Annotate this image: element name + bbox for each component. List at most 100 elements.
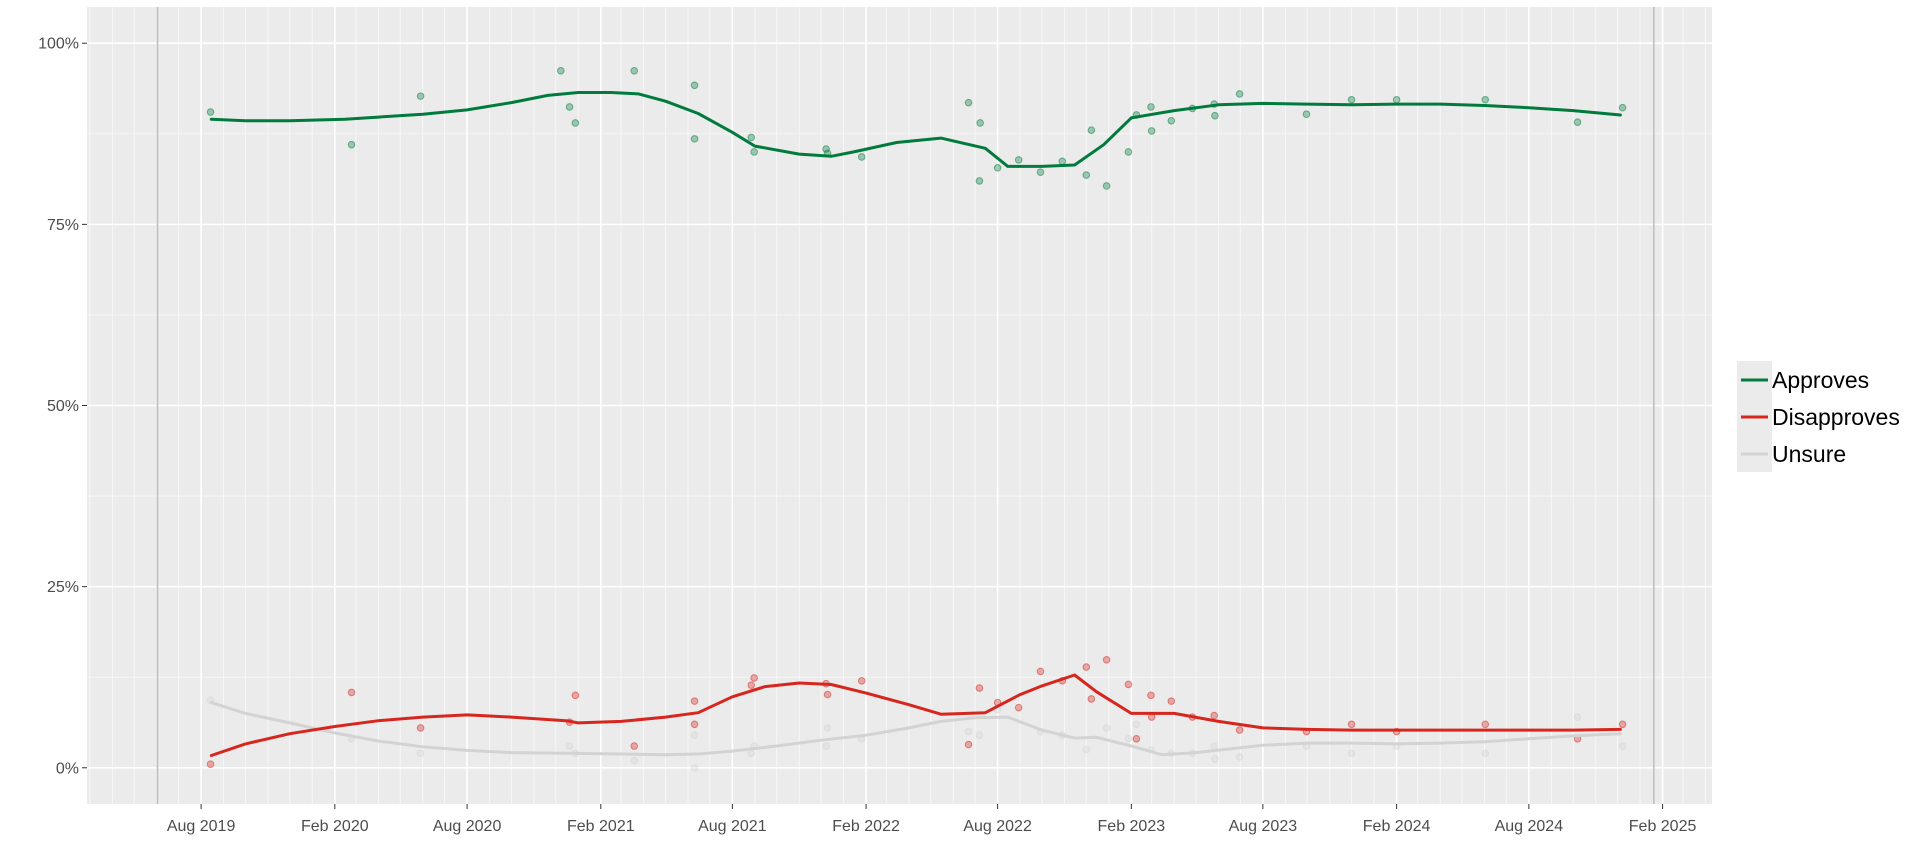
approves-point xyxy=(1347,95,1356,104)
approves-point xyxy=(1124,148,1133,156)
disapproves-point xyxy=(975,684,984,692)
unsure-point xyxy=(1102,724,1111,732)
approves-point xyxy=(1147,103,1155,111)
approves-point xyxy=(976,119,984,127)
legend-label-disapproves: Disapproves xyxy=(1772,404,1900,430)
disapproves-point xyxy=(1102,656,1111,664)
approves-point xyxy=(975,177,984,185)
approves-point xyxy=(347,140,356,149)
approves-point xyxy=(1147,127,1156,135)
approves-point xyxy=(822,145,830,153)
unsure-point xyxy=(1347,749,1356,758)
major-gridlines xyxy=(87,7,1712,804)
unsure-point xyxy=(565,742,574,750)
series-lines xyxy=(209,91,1622,757)
y-tick-label: 75% xyxy=(47,217,79,234)
unsure-point xyxy=(975,731,984,739)
approves-point xyxy=(1058,157,1067,166)
disapproves-point xyxy=(1210,711,1218,720)
disapproves-point xyxy=(1036,667,1045,676)
unsure-point xyxy=(690,731,699,739)
legend-label-unsure: Unsure xyxy=(1772,441,1846,467)
approves-point xyxy=(416,92,425,100)
approves-point xyxy=(1087,126,1096,134)
approves-point xyxy=(565,103,574,111)
y-tick-label: 0% xyxy=(56,760,79,777)
x-tick-label: Feb 2023 xyxy=(1098,818,1166,835)
x-tick-label: Feb 2025 xyxy=(1629,818,1697,835)
approves-point xyxy=(1235,90,1244,98)
unsure-point xyxy=(1210,742,1218,750)
x-tick-label: Aug 2023 xyxy=(1229,818,1298,835)
disapproves-point xyxy=(1481,720,1490,729)
approves-point xyxy=(1211,111,1219,120)
disapproves-point xyxy=(690,720,699,729)
x-tick-label: Aug 2022 xyxy=(963,818,1032,835)
x-tick-label: Feb 2021 xyxy=(567,818,635,835)
disapproves-point xyxy=(690,697,699,705)
legend-label-approves: Approves xyxy=(1772,367,1869,393)
disapproves-point xyxy=(1167,697,1176,705)
approves-point xyxy=(1102,182,1111,190)
disapproves-point xyxy=(571,691,580,700)
unsure-point xyxy=(1082,745,1091,754)
unsure-point xyxy=(1124,734,1133,743)
y-tick-label: 100% xyxy=(38,36,79,53)
approves-point xyxy=(1036,168,1045,176)
disapproves-point xyxy=(1618,720,1627,729)
approves-point xyxy=(1014,156,1023,164)
legend: Approves Disapproves Unsure xyxy=(1737,361,1900,472)
approves-point xyxy=(1618,103,1627,112)
disapproves-point xyxy=(964,740,973,749)
disapproves-point xyxy=(1132,734,1141,743)
disapproves-point xyxy=(1124,680,1133,689)
x-tick-label: Feb 2022 xyxy=(832,818,900,835)
unsure-point xyxy=(1573,713,1582,721)
unsure-point xyxy=(964,727,973,736)
x-tick-label: Aug 2024 xyxy=(1495,818,1564,835)
approves-point xyxy=(1573,118,1582,127)
approves-point xyxy=(750,148,758,156)
unsure-point xyxy=(1481,749,1490,758)
unsure-point xyxy=(1618,742,1627,750)
unsure-point xyxy=(823,724,832,732)
disapproves-point xyxy=(347,688,356,697)
approves-point xyxy=(1302,110,1311,119)
disapproves-point xyxy=(1347,720,1356,729)
x-tick-label: Feb 2020 xyxy=(301,818,369,835)
approves-point xyxy=(1082,171,1091,179)
approves-point xyxy=(630,66,639,75)
unsure-point xyxy=(690,763,699,772)
disapproves-point xyxy=(857,677,866,685)
y-tick-label: 50% xyxy=(47,398,79,415)
unsure-line xyxy=(209,701,1622,757)
unsure-point xyxy=(747,749,756,758)
disapproves-line xyxy=(209,673,1622,757)
unsure-point xyxy=(1211,755,1219,763)
approves-point xyxy=(1481,95,1490,104)
y-tick-label: 25% xyxy=(47,579,79,596)
approves-point xyxy=(1392,95,1401,104)
unsure-point xyxy=(822,742,830,750)
disapproves-point xyxy=(747,681,756,689)
disapproves-point xyxy=(630,742,639,750)
approves-point xyxy=(747,133,756,142)
approves-point xyxy=(964,98,973,107)
approves-point xyxy=(993,164,1002,172)
approves-point xyxy=(557,66,565,75)
x-tick-label: Feb 2024 xyxy=(1363,818,1431,835)
x-tick-label: Aug 2019 xyxy=(167,818,236,835)
unsure-point xyxy=(416,749,425,758)
approves-point xyxy=(206,108,215,116)
x-tick-label: Aug 2021 xyxy=(698,818,767,835)
approves-line xyxy=(209,91,1622,168)
approves-point xyxy=(1167,116,1176,125)
unsure-point xyxy=(1132,720,1141,729)
x-axis: Aug 2019 Feb 2020 Aug 2020 Feb 2021 Aug 2021… xyxy=(167,804,1697,835)
unsure-point xyxy=(630,756,639,765)
unsure-point xyxy=(1235,753,1244,761)
approves-point xyxy=(857,153,866,161)
disapproves-point xyxy=(1087,695,1096,703)
approves-point xyxy=(690,81,699,90)
